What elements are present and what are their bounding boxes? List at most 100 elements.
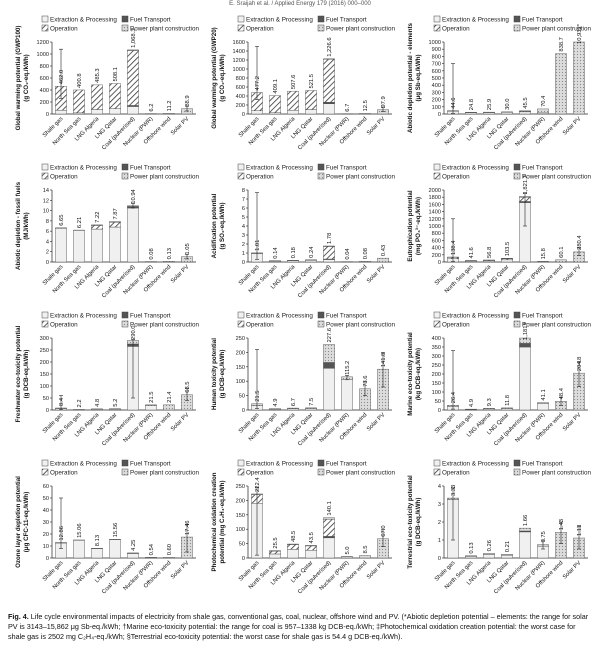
- y-axis-label: Terrestrial eco-toxicity potential: [407, 475, 414, 569]
- legend-swatch-construction: [317, 24, 325, 32]
- y-tick-label: 150: [236, 365, 245, 371]
- value-label: 63.5: [185, 381, 191, 392]
- bar-segment-construction: [359, 113, 371, 115]
- chart-grid: Extraction & Processing Fuel Transport Ope…: [0, 8, 600, 606]
- legend-label-construction: Power plant construction: [130, 174, 199, 181]
- legend-label-extraction: Extraction & Processing: [442, 165, 509, 172]
- legend-swatch-extraction: [433, 459, 441, 467]
- legend-label-construction: Power plant construction: [522, 174, 591, 181]
- bar-segment-construction: [359, 261, 371, 263]
- value-label: 508.1: [113, 67, 119, 82]
- bar-segment-extraction: [501, 259, 513, 263]
- chart-panel-8: Extraction & Processing Fuel Transport Ope…: [211, 311, 395, 447]
- value-label: 26.4: [451, 391, 457, 403]
- legend-swatch-fuel: [513, 163, 521, 171]
- category-label: Coal (pulverised): [101, 116, 136, 151]
- value-label: 45.5: [523, 97, 529, 108]
- legend-swatch-operation: [433, 320, 441, 328]
- value-label: 409.1: [273, 79, 279, 94]
- y-tick-label: 1000: [429, 224, 441, 230]
- y-tick-label: 0: [46, 260, 49, 266]
- y-axis-label: (kg DCB-eq./kWh): [415, 348, 422, 400]
- legend-swatch-fuel: [317, 311, 325, 319]
- value-label: 7.87: [113, 208, 119, 219]
- value-label: 507.6: [291, 75, 297, 90]
- value-label: 141.8: [381, 353, 387, 368]
- y-tick-label: 0: [438, 408, 441, 414]
- y-tick-label: 40: [43, 508, 49, 514]
- value-label: 0.04: [345, 248, 351, 260]
- y-tick-label: 0: [438, 556, 441, 562]
- value-label: 462.0: [59, 70, 65, 85]
- y-tick-label: 50: [239, 394, 245, 400]
- legend-label-extraction: Extraction & Processing: [50, 461, 117, 468]
- y-tick-label: 400: [236, 94, 245, 100]
- legend-swatch-construction: [121, 468, 129, 476]
- y-tick-label: 1200: [37, 40, 49, 46]
- value-label: 25.9: [487, 99, 493, 110]
- bar-segment-extraction: [55, 228, 67, 263]
- legend-swatch-construction: [317, 172, 325, 180]
- y-tick-label: 60: [43, 484, 49, 490]
- legend-label-extraction: Extraction & Processing: [50, 17, 117, 24]
- y-axis-label: (g DCB-eq./kWh): [23, 350, 30, 399]
- value-label: 0.21: [505, 541, 511, 552]
- bar-segment-operation: [91, 84, 103, 110]
- bar-segment-operation: [109, 83, 121, 109]
- value-label: 2.2: [77, 399, 83, 407]
- y-tick-label: 400: [40, 88, 49, 94]
- chart-panel-2: Extraction & Processing Fuel Transport Ope…: [211, 15, 395, 151]
- category-label: Solar PV: [366, 412, 387, 433]
- chart-panel-5: Extraction & Processing Fuel Transport Ope…: [211, 163, 395, 299]
- legend-label-construction: Power plant construction: [130, 322, 199, 329]
- legend-swatch-fuel: [121, 459, 129, 467]
- value-label: 0.08: [149, 248, 155, 259]
- category-label: Coal (pulverised): [493, 116, 528, 151]
- value-label: 56.8: [487, 247, 493, 258]
- y-tick-label: 1600: [233, 40, 245, 46]
- y-tick-label: 600: [432, 238, 441, 244]
- legend-swatch-construction: [121, 24, 129, 32]
- bar-segment-operation: [323, 59, 335, 103]
- legend-label-construction: Power plant construction: [326, 470, 395, 477]
- category-label: Solar PV: [562, 412, 583, 433]
- bar-segment-extraction: [127, 553, 139, 559]
- value-label: 103.5: [505, 242, 511, 257]
- category-label: Coal (pulverised): [297, 264, 332, 299]
- bar-segment-construction: [537, 108, 549, 114]
- value-label: 4.25: [131, 540, 137, 551]
- bar-segment-construction: [519, 527, 531, 532]
- legend-label-construction: Power plant construction: [522, 26, 591, 33]
- bar-segment-construction: [377, 257, 389, 263]
- bar-segment-extraction: [519, 111, 531, 115]
- legend-swatch-operation: [41, 320, 49, 328]
- bar-segment-extraction: [109, 226, 121, 263]
- legend-label-extraction: Extraction & Processing: [246, 461, 313, 468]
- chart-panel-1: Extraction & Processing Fuel Transport Ope…: [15, 15, 199, 151]
- bar-segment-extraction: [465, 112, 477, 115]
- y-tick-label: 100: [432, 105, 441, 111]
- y-tick-label: 2: [242, 242, 245, 248]
- y-axis-label: Ozone layer depletion potential: [15, 476, 22, 568]
- y-tick-label: 0: [46, 408, 49, 414]
- y-tick-label: 2: [438, 520, 441, 526]
- legend-label-fuel: Fuel Transport: [522, 165, 563, 172]
- caption-label: Fig. 4.: [8, 612, 29, 621]
- bar-segment-extraction: [269, 553, 281, 559]
- category-label: Coal (pulverised): [297, 560, 332, 595]
- chart-panel-10: Extraction & Processing Fuel Transport Ope…: [15, 459, 199, 595]
- bar-segment-construction: [483, 553, 495, 555]
- legend-label-operation: Operation: [246, 26, 274, 33]
- value-label: 4.9: [469, 399, 475, 407]
- legend-swatch-extraction: [41, 311, 49, 319]
- y-tick-label: 200: [40, 100, 49, 106]
- y-tick-label: 1800: [429, 195, 441, 201]
- bar-segment-extraction: [501, 111, 513, 115]
- legend-swatch-fuel: [317, 459, 325, 467]
- chart-panel-11: Extraction & Processing Fuel Transport Ope…: [211, 459, 395, 595]
- bar-segment-construction: [501, 554, 513, 556]
- value-label: 1.66: [523, 515, 529, 526]
- legend-label-operation: Operation: [442, 470, 470, 477]
- category-label: Solar PV: [366, 264, 387, 285]
- value-label: 7.5: [309, 398, 315, 406]
